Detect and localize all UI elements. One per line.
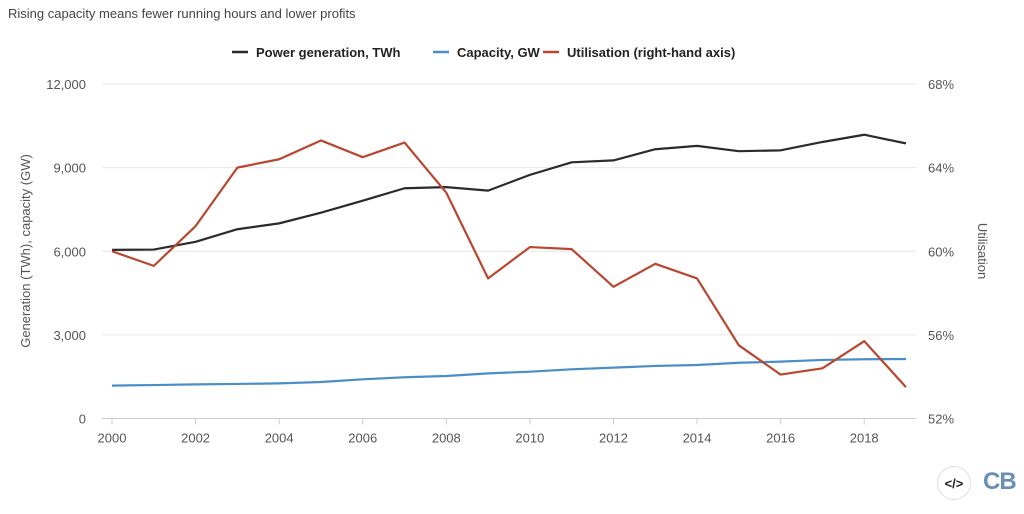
y2-tick-label: 64% xyxy=(928,161,954,176)
series-line-1 xyxy=(111,357,907,387)
x-tick-label: 2012 xyxy=(599,431,628,446)
legend-item[interactable]: Utilisation (right-hand axis) xyxy=(567,45,735,60)
x-tick-label: 2004 xyxy=(265,431,294,446)
y-axis-title: Generation (TWh), capacity (GW) xyxy=(18,154,33,348)
x-tick-label: 2010 xyxy=(515,431,544,446)
y-tick-label: 3,000 xyxy=(53,328,86,343)
series-line-0 xyxy=(111,133,907,251)
x-tick-label: 2000 xyxy=(98,431,127,446)
chart-title: Rising capacity means fewer running hour… xyxy=(8,6,356,21)
y-tick-label: 0 xyxy=(79,412,86,427)
x-tick-label: 2008 xyxy=(432,431,461,446)
y2-tick-label: 52% xyxy=(928,412,954,427)
x-tick-label: 2002 xyxy=(181,431,210,446)
x-tick-label: 2014 xyxy=(683,431,712,446)
x-tick-label: 2016 xyxy=(766,431,795,446)
legend-item[interactable]: Capacity, GW xyxy=(457,45,541,60)
code-embed-icon: </> xyxy=(944,475,964,491)
carbon-brief-logo: CB xyxy=(983,468,1017,495)
y2-tick-label: 56% xyxy=(928,328,954,343)
y-tick-label: 6,000 xyxy=(53,244,86,259)
y-tick-label: 9,000 xyxy=(53,161,86,176)
y2-tick-label: 68% xyxy=(928,77,954,92)
x-tick-label: 2006 xyxy=(348,431,377,446)
y2-tick-label: 60% xyxy=(928,244,954,259)
y2-axis-title: Utilisation xyxy=(975,223,990,279)
x-tick-label: 2018 xyxy=(850,431,879,446)
series-line-2 xyxy=(111,139,907,388)
embed-code-button[interactable]: </> xyxy=(937,466,971,500)
y-tick-label: 12,000 xyxy=(46,77,86,92)
legend-item[interactable]: Power generation, TWh xyxy=(256,45,401,60)
